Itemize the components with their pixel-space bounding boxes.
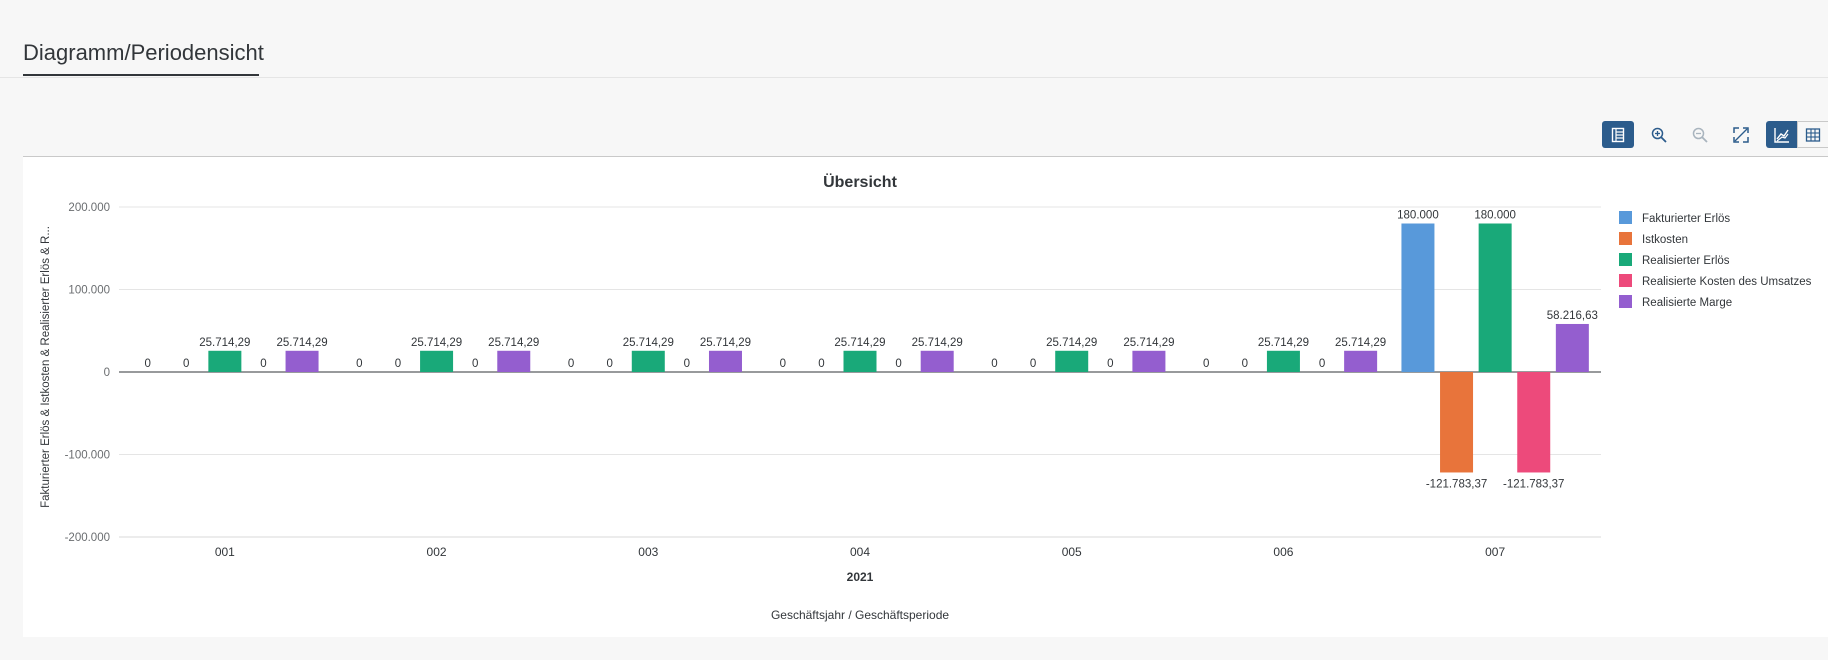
data-label: 0 [1107,358,1113,370]
y-axis-title: Fakturierter Erlös & Istkosten & Realisi… [40,226,52,508]
line-chart-icon [1773,127,1789,143]
data-label: 0 [991,358,997,370]
x-tick-label: 006 [1273,545,1293,559]
chart-view-button[interactable] [1766,121,1797,148]
data-label: 25.714,29 [411,337,462,349]
group-label: 2021 [847,570,874,584]
bar[interactable] [497,350,531,372]
chart-toolbar [1595,121,1828,148]
y-tick-label: -100.000 [65,450,110,462]
legend-item[interactable]: Realisierte Kosten des Umsatzes [1642,276,1812,288]
legend-item[interactable]: Realisierter Erlös [1642,255,1730,267]
data-label: 180.000 [1474,210,1516,222]
bar[interactable] [1517,372,1551,473]
y-tick-label: 0 [104,367,110,379]
bar[interactable] [1266,350,1300,372]
bar[interactable] [1478,223,1512,373]
bar[interactable] [843,350,877,372]
data-label: -121.783,37 [1503,478,1564,490]
data-label: 25.714,29 [1335,337,1386,349]
bar[interactable] [1132,350,1166,372]
x-tick-label: 001 [215,545,235,559]
tab-selected-indicator [23,74,259,76]
data-label: 0 [818,358,824,370]
fullscreen-icon [1733,126,1749,143]
data-label: 25.714,29 [488,337,539,349]
data-label: 25.714,29 [276,337,327,349]
legend: Fakturierter Erlös Istkosten Realisierter … [1619,211,1812,309]
data-label: 0 [395,358,401,370]
legend-swatch [1619,232,1632,245]
x-tick-label: 007 [1485,545,1505,559]
data-label: 0 [606,358,612,370]
legend-swatch [1619,274,1632,287]
data-label: 0 [356,358,362,370]
data-label: 25.714,29 [199,337,250,349]
bar[interactable] [1440,372,1474,473]
data-label: 25.714,29 [834,337,885,349]
zoom-in-icon [1651,127,1667,143]
data-label: 25.714,29 [1258,337,1309,349]
zoom-out-icon [1692,127,1708,143]
table-grid-icon [1805,127,1821,142]
y-tick-label: -200.000 [65,532,110,544]
view-switch [1766,121,1828,148]
zoom-out-button[interactable] [1684,121,1716,148]
bar[interactable] [631,350,665,372]
bar[interactable] [708,350,742,372]
data-label: 0 [568,358,574,370]
y-tick-label: 200.000 [68,202,110,214]
legend-item[interactable]: Istkosten [1642,234,1688,246]
bar[interactable] [285,350,319,372]
data-label: 0 [684,358,690,370]
bar[interactable] [1401,223,1435,373]
data-label: 25.714,29 [623,337,674,349]
x-axis-title: Geschäftsjahr / Geschäftsperiode [771,608,949,622]
data-label: 25.714,29 [912,337,963,349]
data-label: 0 [1242,358,1248,370]
data-label: 0 [183,358,189,370]
x-tick-label: 004 [850,545,870,559]
data-label: 0 [144,358,150,370]
data-label: 0 [895,358,901,370]
data-label: 0 [1030,358,1036,370]
table-details-icon [1611,127,1625,142]
bar[interactable] [208,350,242,372]
legend-swatch [1619,295,1632,308]
bar[interactable] [1555,323,1589,372]
y-tick-label: 100.000 [68,285,110,297]
zoom-in-button[interactable] [1643,121,1675,148]
details-button[interactable] [1602,121,1634,148]
tab-diagramm-periodensicht[interactable]: Diagramm/Periodensicht [23,40,264,65]
bar[interactable] [1344,350,1378,372]
data-label: -121.783,37 [1426,478,1487,490]
data-label: 0 [472,358,478,370]
chart-card: 200.000 100.000 0 -100.000 -200.000 001 0 0 25.7… [23,156,1828,637]
data-label: 180.000 [1397,210,1439,222]
table-view-button[interactable] [1797,121,1828,148]
chart-title: Übersicht [823,172,897,191]
data-label: 0 [1203,358,1209,370]
bar[interactable] [1055,350,1089,372]
period-chart: 200.000 100.000 0 -100.000 -200.000 001 0 0 25.7… [40,172,1812,622]
x-tick-label: 003 [638,545,658,559]
legend-swatch [1619,211,1632,224]
legend-item[interactable]: Realisierte Marge [1642,297,1732,309]
data-label: 0 [1319,358,1325,370]
data-label: 0 [260,358,266,370]
data-label: 25.714,29 [1123,337,1174,349]
bar[interactable] [420,350,454,372]
data-label: 58.216,63 [1547,310,1598,322]
fullscreen-button[interactable] [1725,121,1757,148]
bar[interactable] [920,350,954,372]
legend-swatch [1619,253,1632,266]
x-tick-label: 005 [1062,545,1082,559]
data-label: 25.714,29 [700,337,751,349]
data-label: 0 [780,358,786,370]
legend-item[interactable]: Fakturierter Erlös [1642,213,1730,225]
tab-bar: Diagramm/Periodensicht [0,0,1828,78]
data-label: 25.714,29 [1046,337,1097,349]
x-tick-label: 002 [427,545,447,559]
